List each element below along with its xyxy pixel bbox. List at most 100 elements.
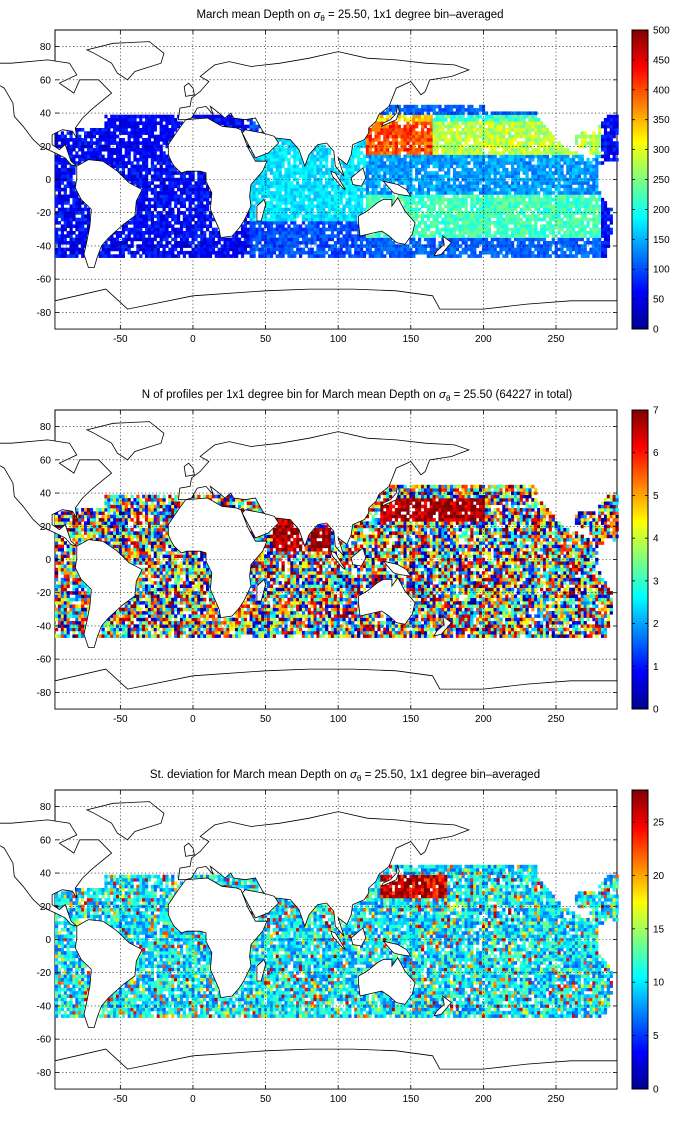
- data-cell: [574, 141, 579, 145]
- data-cell: [508, 241, 512, 245]
- data-cell: [429, 201, 433, 205]
- data-cell: [118, 171, 123, 175]
- data-cell: [348, 254, 352, 258]
- data-cell: [511, 227, 515, 232]
- data-cell: [304, 164, 308, 169]
- data-cell: [476, 154, 480, 159]
- data-cell: [118, 141, 123, 145]
- data-cell: [499, 237, 503, 242]
- data-cell: [284, 138, 288, 142]
- data-cell: [351, 217, 355, 222]
- data-cell: [377, 131, 381, 135]
- data-cell: [499, 131, 503, 135]
- data-cell: [287, 161, 291, 165]
- data-cell: [336, 184, 340, 189]
- data-cell: [455, 184, 459, 189]
- data-cell: [75, 141, 79, 145]
- data-cell: [278, 254, 282, 258]
- data-cell: [516, 177, 520, 182]
- data-cell: [57, 138, 62, 142]
- data-cell: [351, 194, 355, 199]
- data-cell: [220, 250, 224, 255]
- data-cell: [461, 214, 465, 219]
- data-cell: [598, 241, 602, 245]
- data-cell: [368, 141, 372, 145]
- data-cell: [147, 197, 152, 202]
- data-cell: [397, 167, 401, 172]
- data-cell: [374, 241, 378, 245]
- data-cell: [450, 141, 454, 145]
- data-cell: [403, 207, 407, 212]
- data-cell: [380, 247, 384, 252]
- data-cell: [540, 154, 544, 159]
- data-cell: [130, 177, 134, 182]
- data-cell: [394, 144, 398, 149]
- data-cell: [499, 171, 503, 175]
- data-cell: [153, 174, 157, 179]
- data-cell: [63, 214, 67, 219]
- data-cell: [203, 204, 207, 209]
- data-cell: [438, 231, 442, 235]
- data-cell: [188, 221, 192, 225]
- data-cell: [563, 214, 567, 219]
- data-cell: [319, 227, 323, 232]
- data-cell: [156, 211, 160, 215]
- data-cell: [441, 207, 445, 212]
- data-cell: [484, 171, 489, 175]
- data-cell: [113, 131, 117, 135]
- data-cell: [124, 131, 128, 135]
- data-cell: [374, 201, 378, 205]
- data-cell: [374, 154, 378, 159]
- data-cell: [592, 211, 596, 215]
- data-cell: [328, 217, 332, 222]
- data-cell: [534, 217, 538, 222]
- data-cell: [174, 191, 178, 195]
- data-cell: [502, 151, 506, 155]
- data-cell: [444, 234, 448, 238]
- data-cell: [57, 227, 62, 232]
- data-cell: [162, 217, 166, 222]
- data-cell: [566, 157, 570, 162]
- data-cell: [540, 167, 544, 172]
- data-cell: [557, 167, 561, 172]
- data-cell: [357, 201, 361, 205]
- data-cell: [66, 147, 70, 152]
- data-cell: [299, 227, 303, 232]
- data-cell: [450, 201, 454, 205]
- data-cell: [499, 177, 503, 182]
- data-cell: [316, 201, 320, 205]
- data-cell: [336, 221, 340, 225]
- data-cell: [415, 187, 419, 192]
- data-cell: [583, 187, 587, 192]
- data-cell: [243, 221, 247, 225]
- data-cell: [319, 211, 323, 215]
- data-cell: [542, 191, 547, 195]
- data-cell: [476, 207, 480, 212]
- data-cell: [188, 184, 192, 189]
- data-cell: [304, 244, 308, 248]
- data-cell: [313, 181, 317, 185]
- data-cell: [63, 247, 67, 252]
- data-cell: [542, 161, 547, 165]
- data-cell: [421, 134, 425, 139]
- data-cell: [601, 227, 605, 232]
- data-cell: [104, 147, 108, 152]
- data-cell: [377, 171, 381, 175]
- data-cell: [156, 231, 160, 235]
- data-cell: [595, 191, 599, 195]
- data-cell: [328, 237, 332, 242]
- data-cell: [296, 204, 300, 209]
- data-cell: [281, 177, 285, 182]
- data-cell: [473, 141, 477, 145]
- data-cell: [400, 254, 404, 258]
- data-cell: [188, 250, 192, 255]
- data-cell: [490, 164, 494, 169]
- data-cell: [572, 194, 576, 199]
- data-cell: [548, 174, 552, 179]
- data-cell: [307, 187, 311, 192]
- data-cell: [206, 197, 210, 202]
- data-cell: [275, 244, 279, 248]
- data-cell: [479, 174, 483, 179]
- data-cell: [269, 184, 274, 189]
- data-cell: [252, 187, 256, 192]
